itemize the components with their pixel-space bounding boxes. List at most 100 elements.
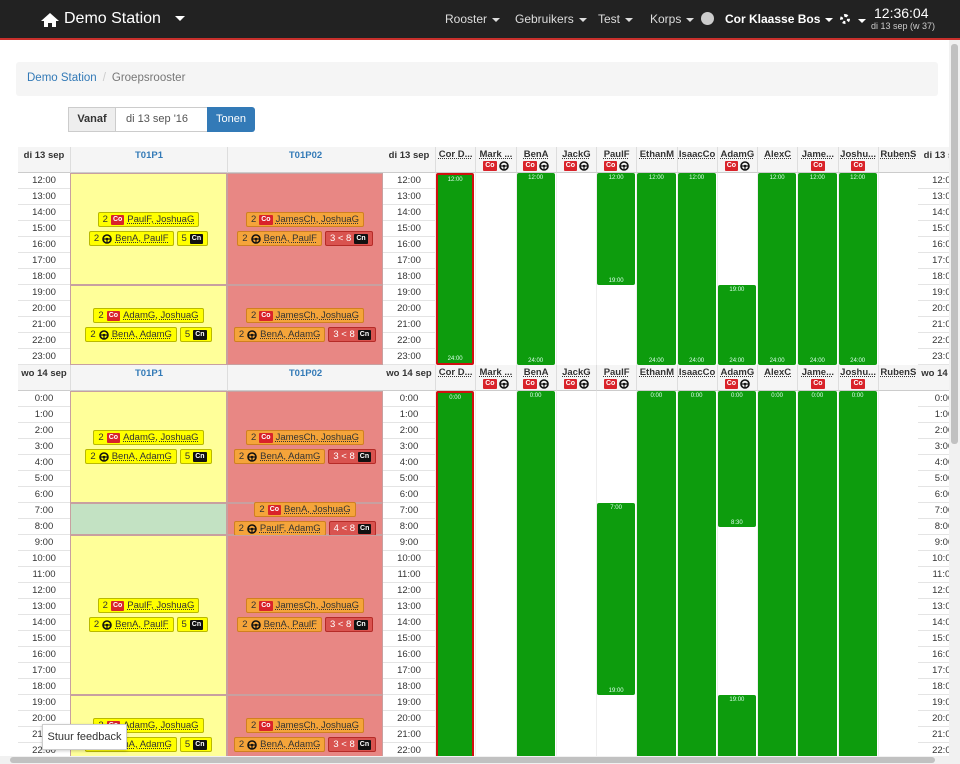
- person-name[interactable]: JackG: [562, 367, 591, 378]
- names: AdamG, JoshuaG: [123, 310, 199, 321]
- hour-label: 16:00: [18, 237, 70, 253]
- hour-label: 13:00: [918, 189, 960, 205]
- shift-bar[interactable]: 12:00 24:00: [637, 173, 676, 365]
- shift-bar[interactable]: 0:00: [516, 391, 555, 764]
- schedule-block[interactable]: 2 Co BenA, JoshuaG 2 PaulF, AdamG 4 < 8 Cn: [227, 502, 383, 536]
- names: AdamG, JoshuaG: [123, 720, 199, 731]
- need-badge: 5 Cn: [176, 617, 209, 632]
- person-name[interactable]: Joshu...: [840, 149, 877, 160]
- home-icon[interactable]: [40, 12, 60, 28]
- menu-item[interactable]: Rooster: [445, 12, 501, 26]
- person-name[interactable]: PaulF: [603, 367, 630, 378]
- hour-label: 6:00: [918, 487, 960, 503]
- person-name[interactable]: EthanM: [639, 149, 675, 160]
- person-name[interactable]: Jame...: [801, 149, 834, 160]
- schedule-block[interactable]: [70, 503, 227, 535]
- brand[interactable]: Demo Station: [64, 10, 185, 28]
- shift-bar[interactable]: 0:00: [436, 391, 475, 764]
- shift-bar[interactable]: 0:00: [758, 391, 797, 764]
- hour-label: 0:00: [383, 391, 435, 407]
- shift-bar[interactable]: 0:00: [798, 391, 837, 764]
- shift-bar[interactable]: 12:00 24:00: [677, 173, 716, 365]
- h-scroll-thumb[interactable]: [10, 757, 935, 763]
- settings[interactable]: [840, 14, 866, 24]
- date-input[interactable]: di 13 sep '16: [115, 107, 208, 132]
- person-name[interactable]: AlexC: [764, 367, 792, 378]
- shift-bar[interactable]: 7:00 19:00: [597, 503, 636, 695]
- person-name[interactable]: IsaacCo: [678, 149, 716, 160]
- person-column: [716, 173, 757, 365]
- shift-bar[interactable]: 12:00 24:00: [436, 173, 475, 365]
- person-name[interactable]: AdamG: [720, 367, 755, 378]
- schedule-block[interactable]: 2 Co PaulF, JoshuaG 2 BenA, PaulF 5 Cn: [70, 535, 227, 695]
- day-header: di 13 sep: [383, 147, 435, 173]
- submit-button[interactable]: Tonen: [207, 107, 255, 132]
- person-name[interactable]: Cor D...: [438, 149, 473, 160]
- need-count: 3 < 8: [329, 619, 352, 630]
- count: 2: [98, 432, 104, 443]
- shift-start: 12:00: [608, 175, 624, 181]
- scroll-thumb[interactable]: [951, 44, 958, 444]
- menu-item[interactable]: Gebruikers: [515, 12, 587, 26]
- badge-line: 2 Co JamesCh, JoshuaG: [245, 718, 365, 733]
- count: 2: [250, 720, 257, 731]
- hour-label: 21:00: [383, 317, 435, 333]
- menu-item[interactable]: Korps: [650, 12, 695, 26]
- shift-bar[interactable]: 0:00: [677, 391, 716, 764]
- need-count: 5: [184, 739, 191, 750]
- person-name[interactable]: BenA: [523, 367, 549, 378]
- shift-bar[interactable]: 19:00 24:00: [717, 285, 756, 365]
- tag-co: Co: [259, 214, 273, 225]
- tag-co: Co: [523, 161, 537, 171]
- shift-bar[interactable]: 0:00: [838, 391, 877, 764]
- staff-badge: 2 BenA, AdamG: [85, 327, 177, 342]
- shift-bar[interactable]: 12:00 24:00: [838, 173, 877, 365]
- user-menu[interactable]: Cor Klaasse Bos: [725, 12, 834, 26]
- person-name[interactable]: Mark ...: [479, 367, 513, 378]
- shift-bar[interactable]: 12:00 24:00: [798, 173, 837, 365]
- tag-co: Co: [483, 161, 497, 171]
- person-name[interactable]: AdamG: [720, 149, 755, 160]
- schedule-block[interactable]: 2 Co PaulF, JoshuaG 2 BenA, PaulF 5 Cn: [70, 173, 227, 285]
- hour-label: 1:00: [18, 407, 70, 423]
- shift-bar[interactable]: 12:00 24:00: [758, 173, 797, 365]
- shift-bar[interactable]: 0:00: [637, 391, 676, 764]
- hour-label: 19:00: [18, 695, 70, 711]
- schedule-block[interactable]: 2 Co JamesCh, JoshuaG 2 BenA, AdamG 3 < 8 Cn: [227, 695, 383, 764]
- breadcrumb-item[interactable]: Demo Station: [27, 72, 97, 84]
- person-name[interactable]: BenA: [523, 149, 549, 160]
- feedback-button[interactable]: Stuur feedback: [42, 724, 127, 750]
- staff-badge: 2 Co JamesCh, JoshuaG: [245, 308, 365, 323]
- person-name[interactable]: AlexC: [764, 149, 792, 160]
- shift-bar[interactable]: 0:00 8:30: [717, 391, 756, 527]
- menu-item[interactable]: Test: [598, 12, 634, 26]
- hour-label: 23:00: [918, 349, 960, 365]
- schedule-block[interactable]: 2 Co JamesCh, JoshuaG 2 BenA, AdamG 3 < 8 Cn: [227, 285, 383, 365]
- person-name[interactable]: Joshu...: [840, 367, 877, 378]
- schedule-block[interactable]: 2 Co JamesCh, JoshuaG 2 BenA, PaulF 3 < 8 Cn: [227, 173, 383, 285]
- person-name[interactable]: PaulF: [603, 149, 630, 160]
- need-count: 3 < 8: [333, 329, 355, 340]
- person-name[interactable]: Cor D...: [438, 367, 473, 378]
- person-name[interactable]: RubenS: [880, 367, 917, 378]
- person-column: [757, 173, 797, 365]
- person-name[interactable]: Jame...: [801, 367, 834, 378]
- hour-label: 21:00: [383, 727, 435, 743]
- shift-bar[interactable]: 19:00: [717, 695, 756, 764]
- schedule-block[interactable]: 2 Co JamesCh, JoshuaG 2 BenA, AdamG 3 < 8 Cn: [227, 391, 383, 503]
- person-header: EthanM: [636, 147, 677, 173]
- person-name[interactable]: IsaacCo: [678, 367, 716, 378]
- person-name[interactable]: Mark ...: [479, 149, 513, 160]
- person-name[interactable]: EthanM: [639, 367, 675, 378]
- person-name[interactable]: JackG: [562, 149, 591, 160]
- hour-label: 14:00: [18, 615, 70, 631]
- person-name[interactable]: RubenS: [880, 149, 917, 160]
- shift-start: 0:00: [811, 393, 824, 399]
- schedule-block[interactable]: 2 Co JamesCh, JoshuaG 2 BenA, PaulF 3 < 8 Cn: [227, 535, 383, 695]
- tag-cn: Cn: [357, 739, 372, 750]
- staff-badge: 2 BenA, PaulF: [88, 231, 174, 246]
- shift-bar[interactable]: 12:00 19:00: [597, 173, 636, 285]
- shift-bar[interactable]: 12:00 24:00: [516, 173, 555, 365]
